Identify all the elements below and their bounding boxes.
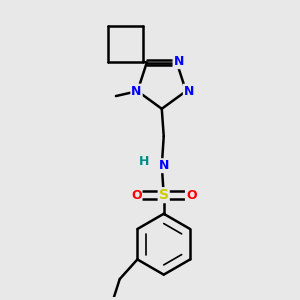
Text: N: N bbox=[184, 85, 194, 98]
Text: N: N bbox=[131, 85, 142, 98]
Text: N: N bbox=[174, 55, 184, 68]
Text: S: S bbox=[159, 188, 169, 202]
Text: N: N bbox=[159, 159, 169, 172]
Text: O: O bbox=[131, 189, 142, 202]
Text: O: O bbox=[186, 189, 196, 202]
Text: H: H bbox=[139, 155, 149, 168]
